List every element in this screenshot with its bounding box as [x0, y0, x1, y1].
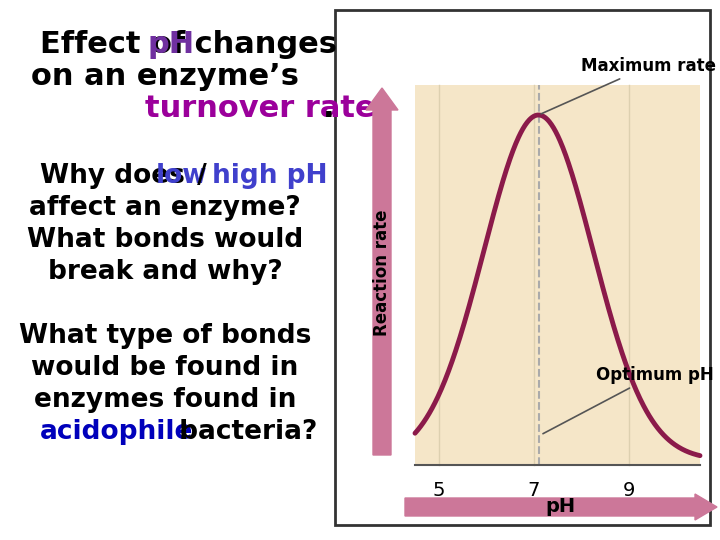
Text: on an enzyme’s: on an enzyme’s — [31, 62, 299, 91]
Text: What bonds would: What bonds would — [27, 227, 303, 253]
Text: acidophile: acidophile — [40, 419, 194, 445]
Text: changes: changes — [184, 30, 337, 59]
Text: enzymes found in: enzymes found in — [34, 387, 296, 413]
Text: Why does: Why does — [40, 163, 194, 189]
Text: Maximum rate: Maximum rate — [541, 57, 716, 114]
Text: Optimum pH: Optimum pH — [543, 366, 714, 434]
Text: bacteria?: bacteria? — [170, 419, 318, 445]
Text: .: . — [323, 94, 335, 123]
Text: pH: pH — [545, 497, 575, 516]
Bar — [415, 85, 700, 465]
Text: What type of bonds: What type of bonds — [19, 323, 311, 349]
Text: /: / — [188, 163, 216, 189]
Text: low: low — [156, 163, 207, 189]
Text: 9: 9 — [623, 481, 635, 500]
FancyArrow shape — [405, 494, 717, 520]
Text: break and why?: break and why? — [48, 259, 282, 285]
Text: Reaction rate: Reaction rate — [373, 209, 391, 336]
Text: would be found in: would be found in — [32, 355, 299, 381]
Bar — [335, 10, 710, 525]
Text: 7: 7 — [528, 481, 540, 500]
Text: high pH: high pH — [212, 163, 328, 189]
Text: pH: pH — [148, 30, 195, 59]
Text: turnover rate: turnover rate — [145, 94, 376, 123]
Text: 5: 5 — [433, 481, 445, 500]
FancyArrow shape — [366, 88, 398, 455]
Text: Effect of: Effect of — [40, 30, 196, 59]
Text: affect an enzyme?: affect an enzyme? — [29, 195, 301, 221]
